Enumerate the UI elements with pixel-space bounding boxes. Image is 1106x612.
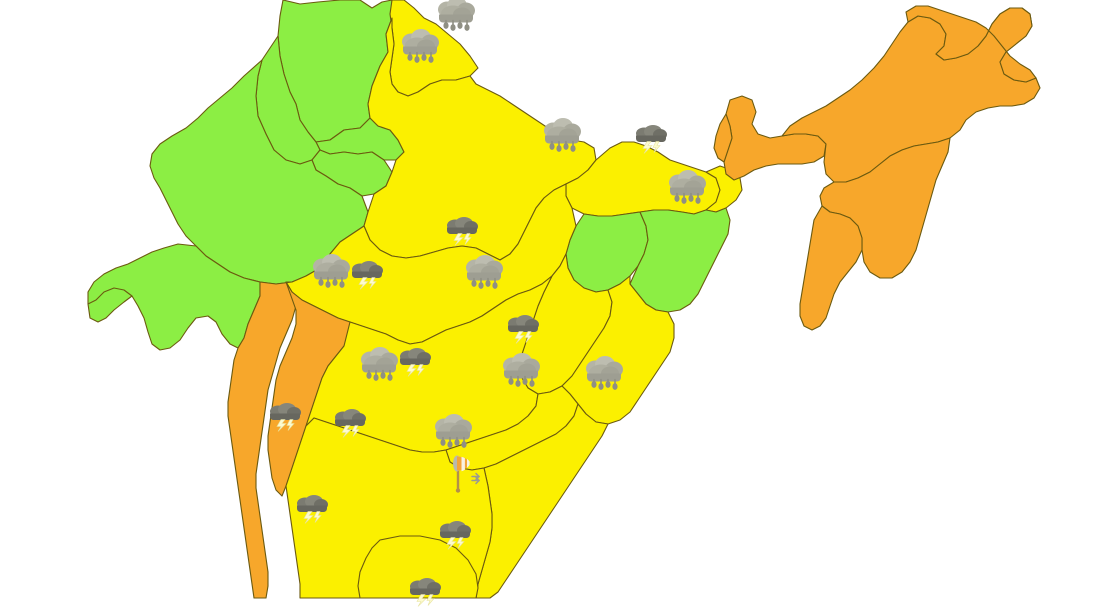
- region-northeast-connector[interactable]: [713, 113, 733, 163]
- region-tamil-nadu[interactable]: [357, 535, 479, 599]
- region-nagaland-manipur-mizoram-tripura[interactable]: [819, 137, 951, 279]
- region-tripura-mizoram-south[interactable]: [799, 205, 863, 331]
- region-arunachal-pradesh[interactable]: [905, 5, 1037, 83]
- region-meghalaya-westassam[interactable]: [723, 95, 827, 181]
- region-west-bengal[interactable]: [629, 207, 731, 313]
- region-odisha[interactable]: [561, 275, 675, 425]
